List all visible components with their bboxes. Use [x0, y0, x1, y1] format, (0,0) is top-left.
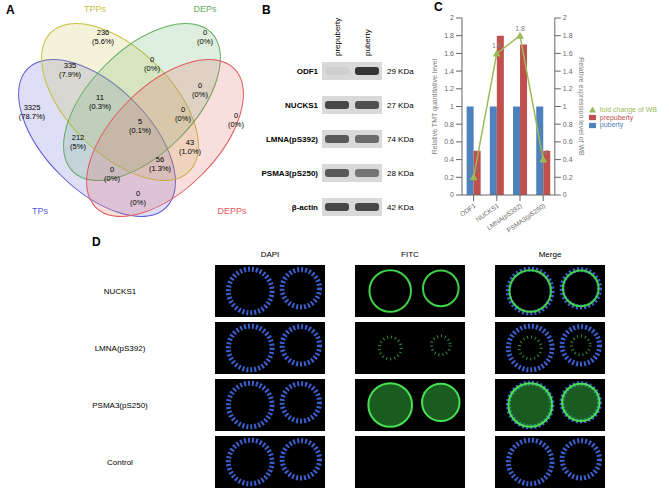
- svg-text:0(0%): 0(0%): [192, 81, 208, 99]
- svg-text:LMNA(pS392): LMNA(pS392): [485, 201, 524, 232]
- svg-text:74 KDa: 74 KDa: [387, 135, 414, 144]
- svg-text:1.2: 1.2: [563, 85, 573, 92]
- svg-text:ODF1: ODF1: [459, 202, 478, 218]
- svg-text:2: 2: [450, 14, 454, 21]
- svg-text:236(5.6%): 236(5.6%): [92, 28, 115, 46]
- svg-text:0(0%): 0(0%): [130, 189, 146, 207]
- svg-text:0.4: 0.4: [563, 156, 573, 163]
- svg-text:43(1.0%): 43(1.0%): [179, 138, 202, 156]
- svg-text:0(0%): 0(0%): [228, 111, 244, 129]
- svg-text:1.2: 1.2: [444, 85, 454, 92]
- svg-text:1.4: 1.4: [563, 68, 573, 75]
- svg-text:56(1.3%): 56(1.3%): [149, 155, 172, 173]
- svg-text:DAPI: DAPI: [261, 250, 280, 259]
- svg-text:NUCKS1: NUCKS1: [285, 101, 318, 110]
- svg-text:TPs: TPs: [32, 206, 49, 216]
- svg-text:puberty: puberty: [363, 29, 372, 56]
- svg-text:LMNA(pS392): LMNA(pS392): [95, 344, 146, 353]
- svg-text:1: 1: [563, 103, 567, 110]
- svg-text:0.2: 0.2: [444, 174, 454, 181]
- svg-text:NUCKS1: NUCKS1: [474, 201, 500, 223]
- svg-text:27 KDa: 27 KDa: [387, 101, 414, 110]
- svg-text:1: 1: [450, 103, 454, 110]
- svg-text:1.8: 1.8: [444, 32, 454, 39]
- svg-text:42 KDa: 42 KDa: [387, 203, 414, 212]
- svg-text:FITC: FITC: [401, 250, 419, 259]
- svg-text:335(7.9%): 335(7.9%): [59, 61, 82, 79]
- html-text:fold change of WB: fold change of WB: [599, 106, 657, 113]
- svg-text:0.6: 0.6: [563, 138, 573, 145]
- svg-text:PSMA3(pS250): PSMA3(pS250): [262, 169, 319, 178]
- svg-text:1.6: 1.6: [563, 50, 573, 57]
- svg-text:Control: Control: [107, 458, 133, 467]
- svg-text:NUCKS1: NUCKS1: [104, 287, 137, 296]
- svg-text:prepuberty: prepuberty: [333, 18, 342, 56]
- svg-text:PSMA3(pS250): PSMA3(pS250): [505, 202, 547, 234]
- svg-text:DEPs: DEPs: [193, 4, 217, 14]
- svg-text:0(0%): 0(0%): [144, 55, 160, 73]
- svg-text:LMNA(pS392): LMNA(pS392): [266, 135, 318, 144]
- svg-text:0: 0: [450, 191, 454, 198]
- svg-text:ODF1: ODF1: [297, 67, 319, 76]
- svg-text:Relative TMT quantitative leve: Relative TMT quantitative level: [431, 58, 439, 154]
- svg-text:0.4: 0.4: [444, 156, 454, 163]
- svg-text:1.6: 1.6: [444, 50, 454, 57]
- svg-text:11(0.3%): 11(0.3%): [89, 93, 112, 111]
- svg-text:0.4: 0.4: [538, 149, 548, 156]
- svg-text:0.8: 0.8: [563, 121, 573, 128]
- svg-text:0.2: 0.2: [563, 174, 573, 181]
- html-text:C: C: [434, 0, 443, 14]
- svg-text:5(0.1%): 5(0.1%): [129, 117, 152, 135]
- svg-text:A: A: [6, 3, 15, 17]
- svg-text:TPPs: TPPs: [84, 4, 107, 14]
- svg-text:0: 0: [563, 191, 567, 198]
- svg-text:0.8: 0.8: [444, 121, 454, 128]
- svg-text:1.6: 1.6: [492, 42, 502, 49]
- svg-text:B: B: [262, 3, 271, 17]
- html-text:prepuberty: prepuberty: [599, 113, 634, 121]
- svg-text:0.2: 0.2: [469, 166, 479, 173]
- svg-text:0(0%): 0(0%): [197, 28, 213, 46]
- svg-text:0(0%): 0(0%): [104, 165, 120, 183]
- html-text:puberty: puberty: [599, 121, 624, 129]
- svg-text:1.4: 1.4: [444, 68, 454, 75]
- svg-text:1.8: 1.8: [515, 25, 525, 32]
- svg-text:0.6: 0.6: [444, 138, 454, 145]
- svg-text:β-actin: β-actin: [292, 203, 318, 212]
- svg-text:3325(78.7%): 3325(78.7%): [19, 103, 46, 121]
- svg-text:Merge: Merge: [539, 250, 562, 259]
- svg-text:28 KDa: 28 KDa: [387, 169, 414, 178]
- svg-text:Relative expression level of W: Relative expression level of WB: [577, 57, 585, 156]
- svg-text:212(5%): 212(5%): [70, 133, 86, 151]
- svg-text:PSMA3(pS250): PSMA3(pS250): [92, 401, 148, 410]
- svg-text:DEPPs: DEPPs: [217, 206, 247, 216]
- svg-text:D: D: [92, 235, 101, 249]
- svg-text:1.8: 1.8: [563, 32, 573, 39]
- svg-text:29 KDa: 29 KDa: [387, 67, 414, 76]
- svg-text:0(0%): 0(0%): [175, 105, 191, 123]
- svg-text:2: 2: [563, 14, 567, 21]
